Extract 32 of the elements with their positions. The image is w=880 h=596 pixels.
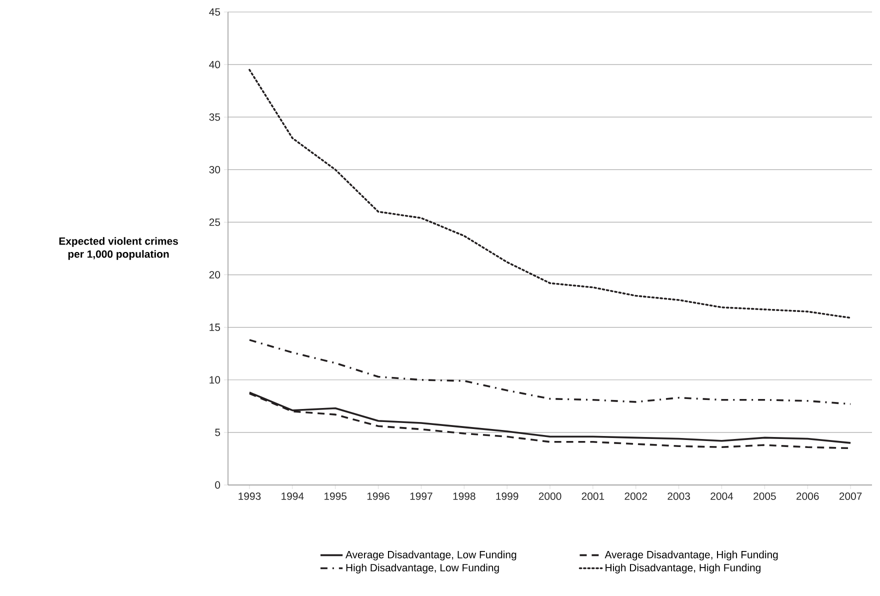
x-tick-label: 1997	[410, 492, 432, 500]
y-tick-label: 0	[215, 481, 220, 489]
x-tick-label: 1994	[282, 492, 304, 500]
y-tick-label: 40	[209, 60, 220, 68]
y-tick-label: 10	[210, 376, 220, 384]
x-tick-label: 1996	[367, 492, 390, 500]
line-series	[248, 339, 852, 405]
legend-label: High Disadvantage, Low Funding	[346, 564, 499, 574]
y-tick-label: 20	[209, 271, 220, 278]
y-tick-label: 45	[209, 8, 220, 16]
line-series	[248, 68, 852, 319]
x-tick-label: 2004	[710, 492, 734, 500]
y-tick-label: 30	[209, 166, 220, 174]
y-tick-label: 35	[209, 113, 220, 121]
x-tick-label: 2005	[754, 492, 776, 500]
x-tick-label: 2001	[582, 492, 604, 500]
y-tick-label: 25	[209, 218, 220, 226]
y-tick-label: 15	[210, 324, 220, 331]
x-tick-label: 1995	[324, 492, 347, 500]
x-tick-label: 2007	[839, 492, 862, 500]
legend-label: Average Disadvantage, Low Funding	[346, 550, 516, 560]
y-tick-label: 5	[215, 428, 220, 436]
legend-label: High Disadvantage, High Funding	[606, 564, 760, 574]
legend-label: Average Disadvantage, High Funding	[604, 550, 778, 560]
x-tick-label: 1993	[238, 492, 261, 500]
x-tick-label: 2003	[668, 492, 690, 500]
x-tick-label: 1998	[453, 492, 476, 500]
x-tick-label: 2006	[796, 492, 819, 500]
y-axis-title: Expected violent crimes per 1,000 population	[59, 237, 178, 260]
x-tick-label: 1999	[496, 492, 518, 500]
x-tick-label: 2000	[538, 492, 562, 500]
x-tick-label: 2002	[624, 492, 647, 500]
